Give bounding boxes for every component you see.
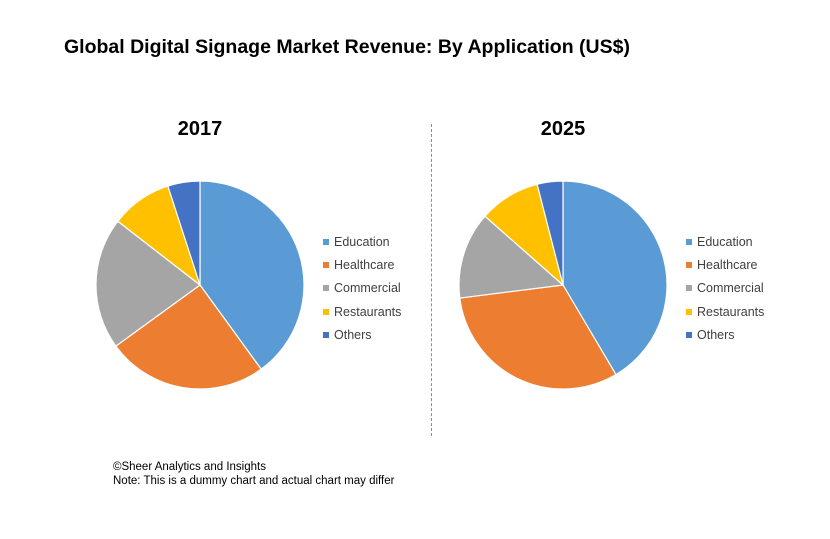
legend-swatch [323,261,329,268]
page-title: Global Digital Signage Market Revenue: B… [64,36,630,58]
chart-year-label: 2017 [177,118,223,140]
disclaimer-note: Note: This is a dummy chart and actual c… [113,475,395,487]
legend-label: Commercial [334,281,401,296]
pie-chart-2025: 2025 Education Healthcare Commercial Restau… [383,110,783,410]
legend-label: Healthcare [697,257,758,272]
legend-item-healthcare: Healthcare [686,253,764,276]
legend-swatch [686,331,692,338]
pie-slice-education [562,180,668,376]
pie-slice-others [536,180,564,286]
pie-slice-commercial [458,215,565,299]
legend-label: Healthcare [334,257,395,272]
pie-chart-2017: 2017 Education Healthcare Commercial Restau… [20,110,420,410]
pie-slice-healthcare [115,284,262,390]
legend-label: Others [334,327,372,342]
legend-item-restaurants: Restaurants [323,300,401,323]
legend-label: Restaurants [334,304,402,319]
legend-item-commercial: Commercial [323,277,401,300]
legend-label: Commercial [697,281,764,296]
legend-swatch [323,308,329,315]
legend-swatch [323,331,329,338]
pie-svg-2025 [458,180,668,390]
legend-label: Others [697,327,735,342]
legend-item-others: Others [686,323,764,346]
pie-slice-healthcare [459,284,617,390]
legend-swatch [686,261,692,268]
legend-item-commercial: Commercial [686,277,764,300]
legend-2025: Education Healthcare Commercial Restaurants… [686,230,764,346]
legend-item-others: Others [323,323,401,346]
pie-slice-education [199,180,305,370]
legend-swatch [686,285,692,292]
legend-label: Restaurants [697,304,765,319]
legend-swatch [686,238,692,245]
legend-label: Education [697,234,753,249]
legend-swatch [323,285,329,292]
legend-item-education: Education [686,230,764,253]
legend-item-restaurants: Restaurants [686,300,764,323]
legend-label: Education [334,234,390,249]
legend-item-healthcare: Healthcare [323,253,401,276]
source-credit: ©Sheer Analytics and Insights [113,461,266,473]
pie-slice-others [167,180,201,286]
legend-swatch [686,308,692,315]
legend-2017: Education Healthcare Commercial Restaurants… [323,230,401,346]
pie-slice-commercial [95,220,201,347]
chart-divider [431,124,432,436]
chart-year-label: 2025 [540,118,586,140]
footer: ©Sheer Analytics and Insights Note: This… [113,460,394,488]
legend-item-education: Education [323,230,401,253]
pie-svg-2017 [95,180,305,390]
legend-swatch [323,238,329,245]
